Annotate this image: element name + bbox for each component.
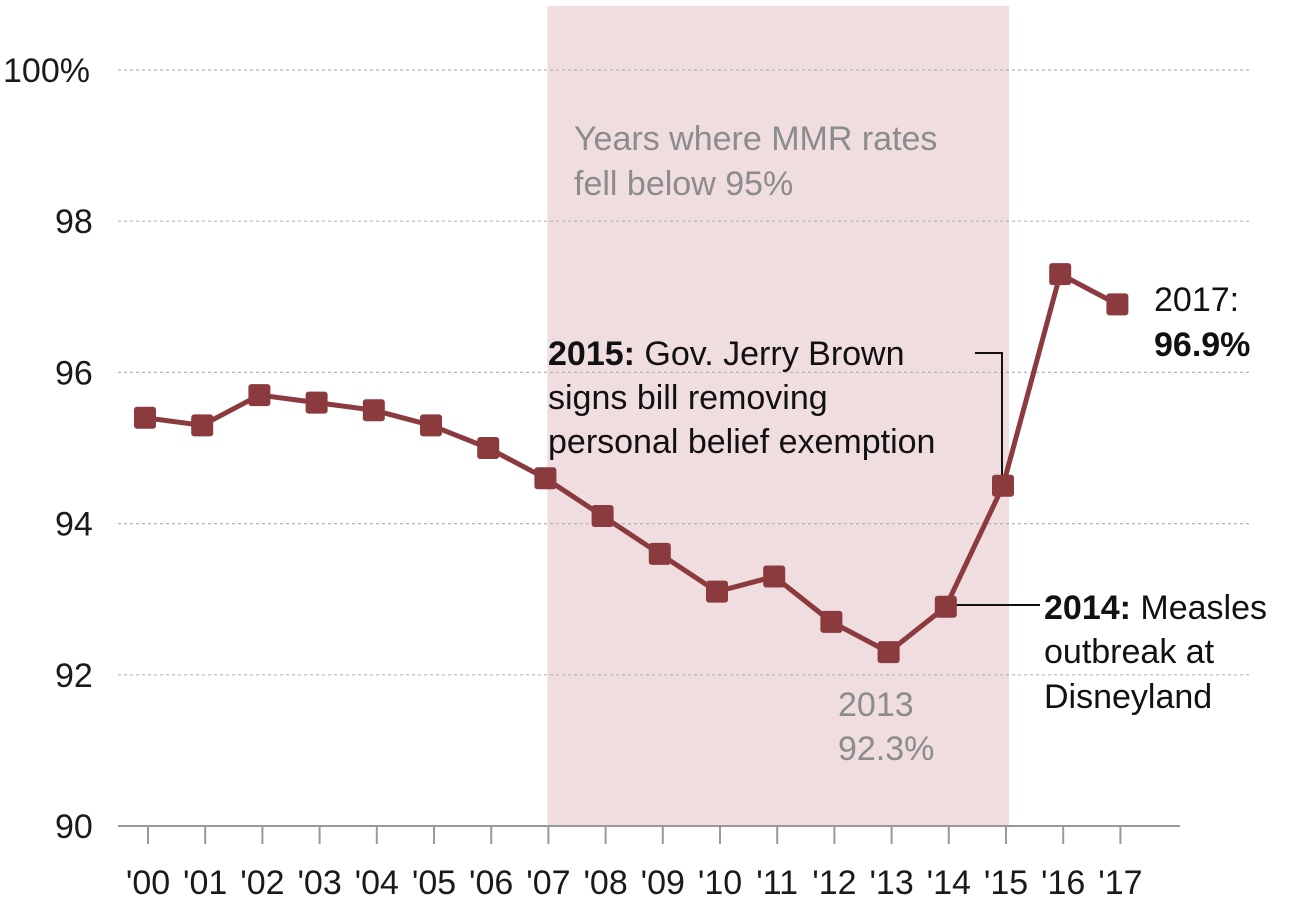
data-point [362, 399, 385, 422]
data-point [591, 505, 614, 528]
data-point [477, 437, 500, 459]
annotation-2015: 2015: Gov. Jerry Brown signs bill removi… [548, 335, 1003, 482]
y-tick-label: 100% [3, 52, 90, 90]
data-point [420, 414, 442, 437]
annotation-2013-value: 92.3% [838, 730, 934, 768]
data-point [763, 565, 786, 588]
annotation-2015-line-2: signs bill removing [548, 379, 828, 417]
gridlines [118, 69, 1252, 676]
data-point [248, 384, 271, 407]
highlight-band-group: Years where MMR rates fell below 95% [547, 6, 1009, 826]
data-point [305, 391, 328, 414]
annotation-2015-line-3: personal belief exemption [548, 423, 935, 461]
data-point [706, 580, 728, 603]
annotation-2017: 2017: 96.9% [1154, 281, 1250, 364]
y-tick-label: 90 [55, 808, 93, 846]
x-tick-label: '14 [927, 864, 971, 897]
band-label-line-1: Years where MMR rates [574, 120, 937, 158]
band-label-line-2: fell below 95% [574, 165, 793, 203]
x-tick-label: '10 [698, 864, 742, 897]
x-axis: '00 '01 '02 '03 '04 '05 '06 '07 '08 '09 '10 '11 '12 '… [118, 825, 1180, 897]
annotation-2014-year: 2014: [1044, 589, 1131, 627]
data-point [134, 406, 156, 429]
x-tick-label: '15 [984, 864, 1028, 897]
x-tick-label: '03 [297, 864, 341, 897]
series-layer [134, 263, 1129, 664]
data-point [934, 595, 957, 618]
x-tick-label: '02 [240, 864, 284, 897]
y-tick-label: 92 [55, 657, 93, 695]
x-tick-label: '06 [469, 864, 513, 897]
annotation-2015-line-1: 2015: Gov. Jerry Brown [548, 335, 905, 373]
x-tick-label: '13 [869, 864, 913, 897]
annotation-2013-year: 2013 [838, 686, 914, 724]
highlight-band [547, 6, 1009, 826]
x-tick-label: '00 [126, 864, 170, 897]
annotation-2014-line-1-rest: Measles [1131, 589, 1267, 627]
data-point [877, 641, 900, 664]
data-point [1049, 263, 1072, 286]
x-tick-label: '05 [412, 864, 456, 897]
data-point [191, 414, 214, 437]
x-tick-label: '12 [812, 864, 856, 897]
y-tick-label: 94 [55, 506, 93, 544]
annotation-2014-line-3: Disneyland [1044, 678, 1212, 716]
x-tick-label: '17 [1098, 864, 1142, 897]
data-point [820, 610, 843, 633]
y-tick-label: 98 [55, 203, 93, 241]
x-tick-label: '16 [1041, 864, 1085, 897]
x-tick-label: '09 [641, 864, 685, 897]
annotation-2014: 2014: Measles outbreak at Disneyland [955, 589, 1267, 716]
annotation-2015-line-1-rest: Gov. Jerry Brown [635, 335, 905, 373]
data-point [992, 474, 1014, 497]
annotation-2017-value: 96.9% [1154, 326, 1250, 364]
annotation-2015-leader [975, 352, 1003, 482]
x-tick-label: '07 [526, 864, 570, 897]
annotation-2014-line-2: outbreak at [1044, 633, 1215, 671]
x-tick-label: '01 [183, 864, 227, 897]
data-point [534, 467, 557, 490]
x-tick-label: '11 [756, 864, 798, 897]
data-point [648, 542, 671, 565]
y-axis-ticks: 90 92 94 96 98 100% [3, 52, 93, 846]
y-tick-label: 96 [55, 354, 93, 392]
annotation-2014-line-1: 2014: Measles [1044, 589, 1267, 627]
x-tick-label: '04 [355, 864, 399, 897]
x-tick-label: '08 [583, 864, 627, 897]
annotation-2017-year: 2017: [1154, 281, 1239, 319]
annotation-2013: 2013 92.3% [838, 686, 934, 768]
annotation-2015-year: 2015: [548, 335, 635, 373]
data-point [1106, 293, 1129, 316]
